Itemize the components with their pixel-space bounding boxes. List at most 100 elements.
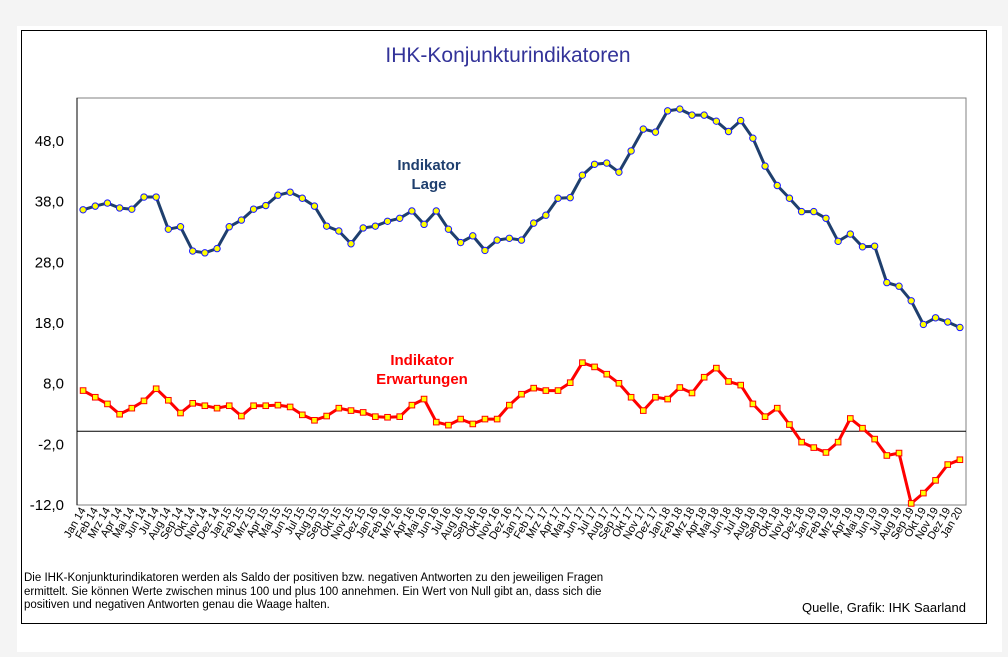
data-point: [810, 207, 818, 216]
plot-area: [76, 97, 967, 506]
data-point: [420, 220, 428, 229]
y-tick-label: -12,0: [30, 497, 64, 514]
data-point: [786, 421, 793, 428]
data-point: [798, 438, 805, 446]
data-point: [262, 402, 270, 410]
data-point: [493, 415, 501, 423]
data-point: [456, 238, 465, 247]
data-point: [408, 207, 416, 215]
data-point: [359, 409, 367, 416]
data-point: [432, 207, 440, 215]
data-point: [310, 202, 319, 210]
series-label: Lage: [411, 176, 446, 193]
data-point: [347, 407, 355, 414]
y-tick-label: 8,0: [43, 376, 64, 393]
data-point: [530, 384, 537, 392]
data-point: [797, 207, 806, 216]
data-point: [651, 128, 660, 136]
data-point: [249, 205, 258, 213]
data-point: [517, 236, 526, 244]
footnote: Die IHK-Konjunkturindikatoren werden als…: [24, 572, 604, 611]
data-point: [79, 206, 87, 214]
data-point: [335, 404, 343, 412]
data-point: [384, 413, 391, 421]
data-point: [834, 237, 842, 246]
data-point: [615, 168, 623, 176]
data-point: [919, 320, 928, 329]
data-point: [932, 477, 939, 484]
data-point: [700, 373, 708, 381]
data-point: [104, 400, 111, 408]
data-point: [91, 202, 99, 210]
data-point: [542, 387, 550, 394]
data-point: [286, 188, 294, 196]
data-point: [603, 370, 611, 378]
data-point: [931, 314, 940, 322]
series-label: Indikator: [397, 157, 461, 174]
data-point: [652, 393, 659, 401]
data-point: [237, 216, 246, 224]
data-point: [810, 444, 818, 451]
data-point: [335, 227, 343, 235]
data-point: [128, 205, 136, 213]
data-point: [920, 489, 927, 497]
data-point: [322, 222, 331, 230]
data-point: [749, 134, 757, 142]
data-point: [895, 449, 903, 457]
data-point: [518, 390, 525, 398]
data-point: [165, 396, 172, 404]
data-point: [140, 397, 148, 405]
data-point: [213, 404, 221, 412]
data-point: [323, 412, 330, 420]
data-point: [91, 393, 99, 401]
data-point: [847, 415, 854, 422]
data-point: [164, 225, 173, 233]
data-point: [870, 242, 879, 250]
data-point: [311, 416, 318, 424]
data-point: [749, 400, 757, 408]
data-point: [615, 379, 623, 387]
data-point: [603, 159, 611, 167]
data-point: [859, 424, 866, 432]
data-point: [907, 500, 915, 507]
y-tick-label: 28,0: [35, 254, 64, 271]
data-point: [627, 393, 635, 401]
data-point: [201, 249, 209, 257]
data-point: [262, 201, 270, 210]
data-point: [469, 420, 477, 428]
data-point: [79, 387, 87, 394]
data-point: [128, 404, 136, 412]
data-point: [213, 244, 221, 253]
data-point: [529, 219, 538, 227]
data-point: [627, 147, 635, 155]
y-tick-label: 48,0: [35, 133, 64, 150]
data-point: [116, 410, 123, 418]
data-point: [444, 225, 453, 233]
data-point: [712, 117, 721, 125]
data-point: [639, 407, 647, 414]
data-point: [773, 181, 781, 190]
data-point: [688, 389, 696, 397]
y-tick-label: 38,0: [35, 194, 64, 211]
data-point: [566, 379, 574, 386]
series-label: Erwartungen: [376, 371, 468, 388]
data-point: [177, 409, 184, 417]
data-point: [250, 402, 257, 410]
data-point: [871, 435, 878, 443]
data-point: [834, 438, 842, 446]
data-point: [700, 111, 708, 119]
data-point: [956, 323, 964, 332]
data-point: [883, 278, 891, 287]
data-point: [822, 449, 830, 456]
data-point: [858, 243, 867, 251]
data-point: [457, 415, 464, 423]
data-point: [225, 223, 233, 231]
data-point: [725, 378, 732, 385]
chart-frame: [21, 30, 987, 624]
data-point: [590, 160, 599, 168]
data-point: [481, 415, 489, 423]
data-point: [554, 194, 562, 202]
data-point: [944, 318, 952, 326]
source-label: Quelle, Grafik: IHK Saarland: [801, 600, 966, 615]
